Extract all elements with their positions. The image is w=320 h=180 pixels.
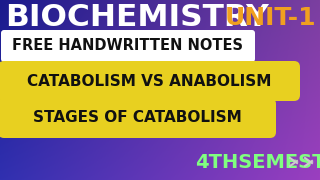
FancyBboxPatch shape [0,61,300,101]
Text: BIOCHEMISTRY: BIOCHEMISTRY [5,3,269,33]
FancyBboxPatch shape [1,30,255,62]
Text: CATABOLISM VS ANABOLISM: CATABOLISM VS ANABOLISM [27,73,271,89]
Text: UNIT-1: UNIT-1 [225,6,316,30]
Text: FREE HANDWRITTEN NOTES: FREE HANDWRITTEN NOTES [12,39,244,53]
Text: STAGES OF CATABOLISM: STAGES OF CATABOLISM [33,111,241,125]
FancyBboxPatch shape [0,98,276,138]
Text: 4THSEMESTER: 4THSEMESTER [195,152,320,172]
